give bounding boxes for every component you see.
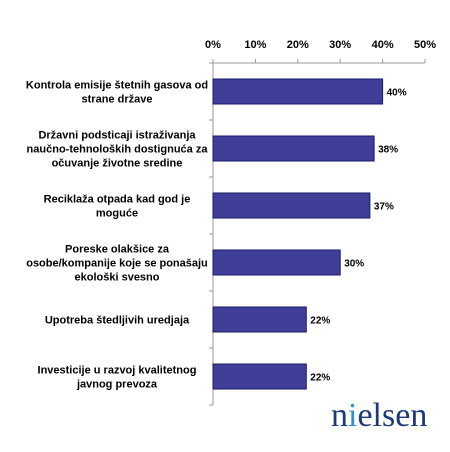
bar [212,78,384,105]
x-tick-label: 20% [287,39,309,51]
x-axis: 0% 10% 20% 30% 40% 50% [205,39,436,406]
category-label: Državni podsticaji istraživanja naučno-te… [27,130,209,170]
x-tick-label: 40% [372,39,394,51]
data-label: 22% [310,373,330,384]
data-label: 37% [374,202,394,213]
bar [212,192,371,219]
data-label: 30% [344,259,364,270]
bar [212,363,307,390]
bar [212,135,375,162]
x-tick-label: 10% [244,39,266,51]
x-tick-label: 50% [414,39,436,51]
nielsen-logo: nielsen [331,397,427,434]
category-labels: Kontrola emisije štetnih gasova od strane… [26,80,208,391]
category-label: Kontrola emisije štetnih gasova od strane… [26,80,208,106]
x-tick-label: 30% [329,39,351,51]
category-label: Investicije u razvoj kvalitetnog javnog p… [38,365,197,391]
bars: 40% 38% 37% 30% 22% 22% [212,78,407,390]
category-label: Upotreba štedljivih uredjaja [45,315,190,327]
bar [212,306,307,333]
data-label: 40% [387,88,407,99]
category-label: Reciklaža otpada kad god je moguće [44,194,191,220]
data-label: 38% [378,145,398,156]
x-tick-label: 0% [205,39,221,51]
category-label: Poreske olakšice za osobe/kompanije koje … [26,244,208,284]
logo-text: nielsen [331,397,427,434]
data-label: 22% [310,316,330,327]
bar [212,249,341,276]
